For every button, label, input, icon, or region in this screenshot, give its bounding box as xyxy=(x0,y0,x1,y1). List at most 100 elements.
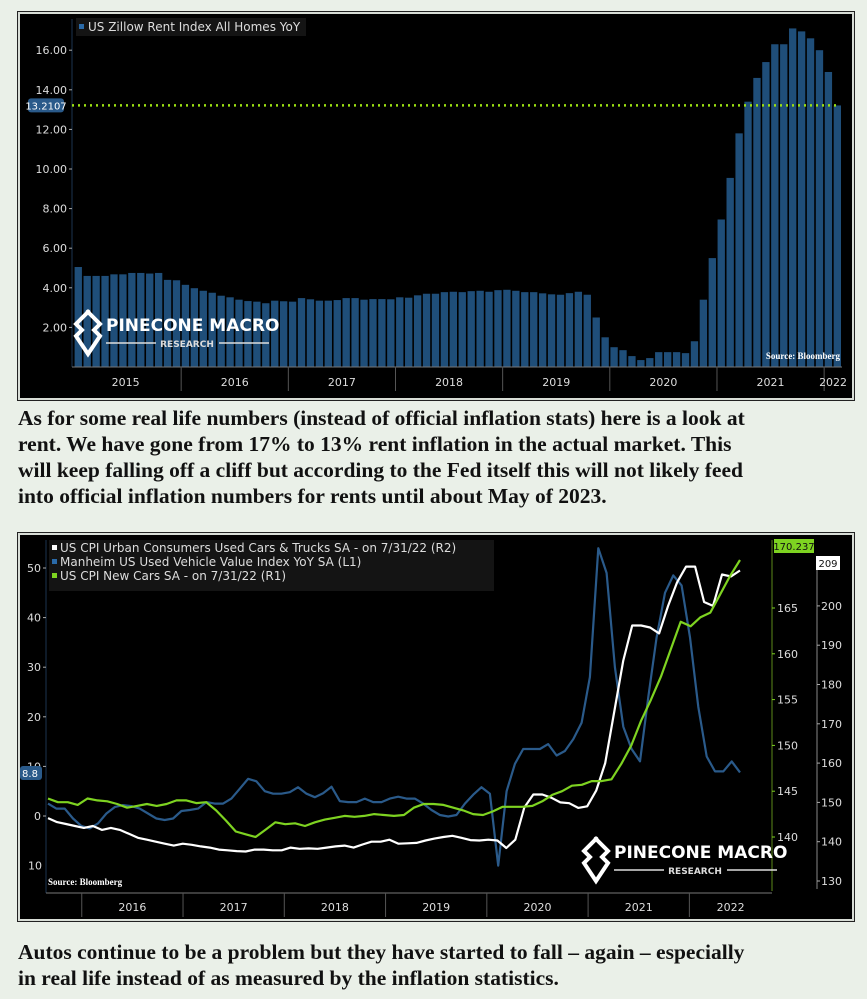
source-label: Source: Bloomberg xyxy=(48,877,123,887)
autos-chart-plot: 1001020304050140145150155160165130140150… xyxy=(20,539,842,917)
rent-chart: 2.00 4.00 6.00 8.00 10.00 12.00 14.00 16.00 13.2… xyxy=(18,12,854,400)
bar xyxy=(735,133,743,367)
bar xyxy=(235,299,243,367)
pinecone-logo: PINECONE MACRO RESEARCH xyxy=(581,836,787,885)
x-tick-label: 2021 xyxy=(757,376,785,389)
bar xyxy=(771,44,779,367)
x-tick-label: 2019 xyxy=(422,901,450,914)
bar xyxy=(137,272,145,367)
r1-tick-label: 140 xyxy=(777,831,798,844)
y-tick-label: 30 xyxy=(27,661,41,674)
bar xyxy=(208,292,216,367)
bar xyxy=(306,299,315,367)
paragraph-line: in real life instead of as measured by t… xyxy=(18,966,559,990)
r2-tick-label: 180 xyxy=(821,679,842,692)
bar xyxy=(815,50,824,367)
paragraph-line: As for some real life numbers (instead o… xyxy=(18,406,745,430)
bar xyxy=(342,298,350,367)
bar xyxy=(226,297,234,367)
bar xyxy=(494,290,502,367)
x-tick-label: 2020 xyxy=(649,376,677,389)
x-tick-label: 2016 xyxy=(118,901,146,914)
bar xyxy=(154,272,163,367)
paragraph-line: into official inflation numbers for rent… xyxy=(18,484,607,508)
y-tick-label: 12.00 xyxy=(36,123,68,136)
bar xyxy=(538,293,547,367)
bar xyxy=(619,350,627,367)
bar xyxy=(708,258,716,367)
svg-text:RESEARCH: RESEARCH xyxy=(668,867,722,877)
y-tick-label: 6.00 xyxy=(43,242,68,255)
bar xyxy=(503,289,511,367)
bar xyxy=(824,71,833,368)
paragraph-line: Autos continue to be a problem but they … xyxy=(18,940,745,964)
bar xyxy=(172,280,181,367)
y-tick-label: 16.00 xyxy=(36,44,68,57)
bar xyxy=(565,293,574,367)
bar xyxy=(360,299,368,367)
bar xyxy=(681,353,690,367)
manheim-line xyxy=(47,547,741,867)
r2-tick-label: 150 xyxy=(821,796,842,809)
bar xyxy=(74,267,82,367)
bar xyxy=(413,295,422,367)
bar xyxy=(324,300,332,367)
y-tick-label: 2.00 xyxy=(43,321,68,334)
x-tick-label: 2017 xyxy=(328,376,356,389)
bar xyxy=(690,341,699,367)
bar xyxy=(378,299,386,367)
r2-tick-label: 200 xyxy=(821,600,842,613)
y-tick-label: 0 xyxy=(34,810,41,823)
bar xyxy=(467,291,475,367)
source-label: Source: Bloomberg xyxy=(766,351,841,361)
autos-chart: 1001020304050140145150155160165130140150… xyxy=(18,533,854,921)
paragraph-autos: Autos continue to be a problem but they … xyxy=(18,939,858,991)
bar xyxy=(610,347,618,367)
bar xyxy=(262,303,270,367)
svg-text:RESEARCH: RESEARCH xyxy=(160,340,214,350)
x-tick-label: 2018 xyxy=(435,376,463,389)
paragraph-line: rent. We have gone from 17% to 13% rent … xyxy=(18,432,732,456)
r2-last-label: 209 xyxy=(818,559,837,570)
bar xyxy=(753,77,761,368)
bar xyxy=(146,273,154,367)
bar xyxy=(655,352,663,367)
svg-text:PINECONE MACRO: PINECONE MACRO xyxy=(106,316,279,336)
bar xyxy=(333,300,341,367)
bar xyxy=(217,295,225,367)
legend-label: US Zillow Rent Index All Homes YoY xyxy=(88,20,301,34)
bar xyxy=(592,317,600,367)
l1-last-label: 8.8 xyxy=(22,769,38,780)
bar xyxy=(556,294,565,367)
x-tick-label: 2022 xyxy=(819,376,847,389)
bar xyxy=(297,298,306,367)
paragraph-line: will keep falling off a cliff but accord… xyxy=(18,458,743,482)
r1-last-label: 170.237 xyxy=(773,542,814,553)
x-tick-label: 2015 xyxy=(112,376,140,389)
bar xyxy=(244,301,252,367)
r1-tick-label: 150 xyxy=(777,739,798,752)
r2-tick-label: 130 xyxy=(821,875,842,888)
r1-tick-label: 155 xyxy=(777,694,798,707)
bar xyxy=(530,292,538,367)
x-tick-label: 2018 xyxy=(321,901,349,914)
y-tick-label: 40 xyxy=(27,612,41,625)
bar xyxy=(431,293,440,367)
paragraph-rent: As for some real life numbers (instead o… xyxy=(18,405,858,509)
legend-swatch xyxy=(79,24,84,29)
bar xyxy=(119,274,127,367)
bar xyxy=(574,291,583,367)
bar xyxy=(199,290,207,367)
y-tick-label: 4.00 xyxy=(43,282,68,295)
x-tick-label: 2020 xyxy=(523,901,551,914)
legend-swatch xyxy=(52,573,57,578)
y-tick-label: 10 xyxy=(28,860,42,873)
bar xyxy=(351,298,359,367)
bar xyxy=(405,297,413,367)
bar xyxy=(253,301,261,367)
r2-tick-label: 170 xyxy=(821,718,842,731)
bar xyxy=(833,105,841,367)
new-cars-line xyxy=(47,559,741,839)
bar xyxy=(315,300,324,367)
bar xyxy=(387,299,395,367)
